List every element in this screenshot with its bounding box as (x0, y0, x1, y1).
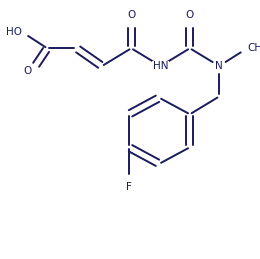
Text: HN: HN (153, 61, 168, 71)
Text: O: O (186, 10, 194, 20)
Text: HO: HO (6, 27, 22, 37)
Text: O: O (24, 66, 32, 76)
Text: CH₃: CH₃ (247, 43, 260, 53)
Text: N: N (215, 61, 223, 71)
Text: O: O (127, 10, 135, 20)
Text: F: F (126, 182, 132, 192)
